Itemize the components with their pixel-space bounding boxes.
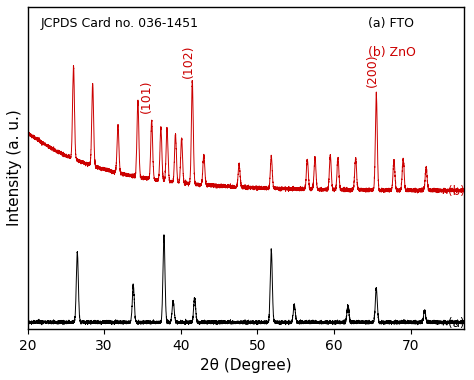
Text: (101): (101) (140, 79, 153, 113)
Text: (200): (200) (366, 54, 379, 87)
Text: (a): (a) (447, 317, 464, 329)
Text: (b) ZnO: (b) ZnO (368, 46, 416, 59)
Text: (102): (102) (182, 45, 195, 78)
X-axis label: 2θ (Degree): 2θ (Degree) (200, 358, 292, 373)
Text: JCPDS Card no. 036-1451: JCPDS Card no. 036-1451 (41, 17, 199, 30)
Y-axis label: Intensity (a. u.): Intensity (a. u.) (7, 109, 22, 226)
Text: (b): (b) (447, 185, 465, 198)
Text: (a) FTO: (a) FTO (368, 17, 414, 30)
